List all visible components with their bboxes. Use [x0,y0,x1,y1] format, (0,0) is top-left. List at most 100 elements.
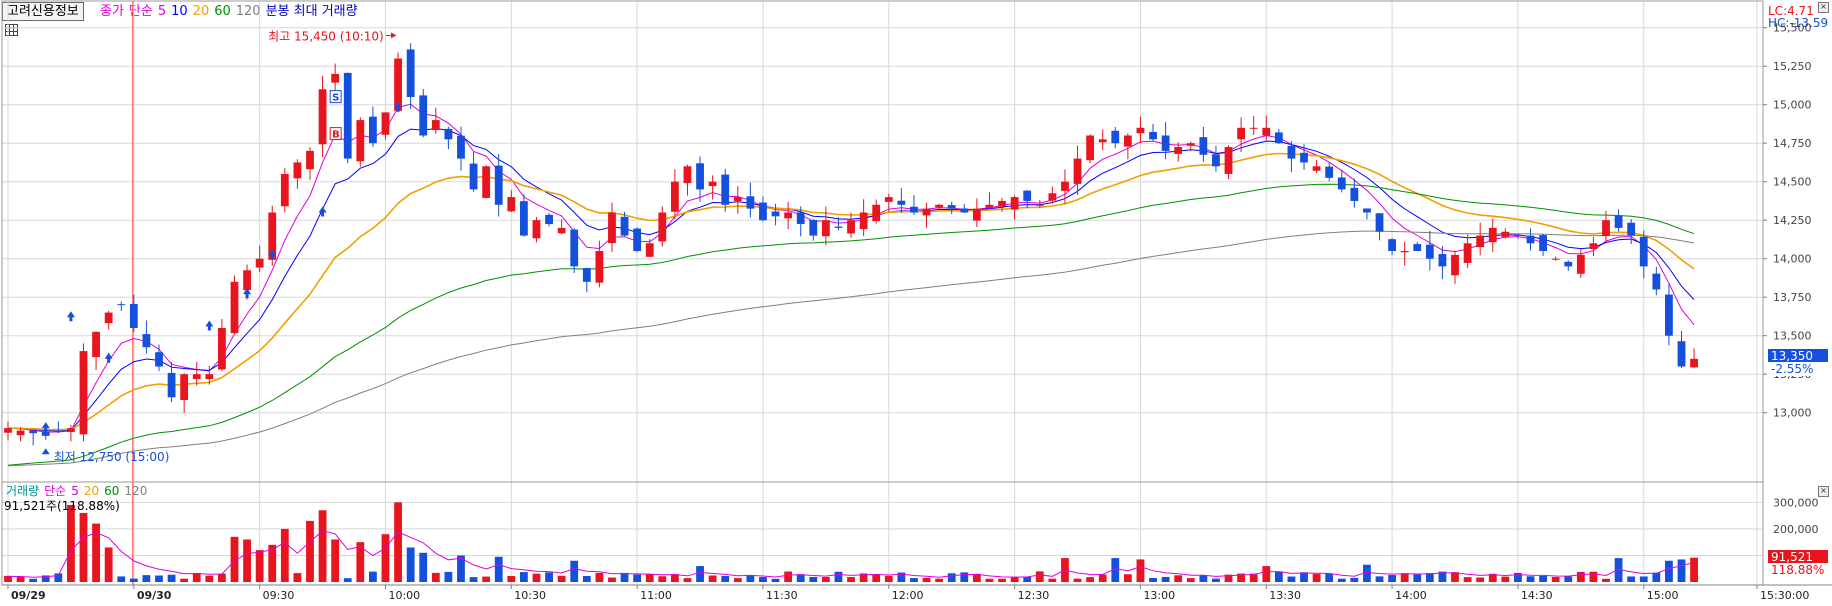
volume-tick-label: 300,000 [1773,496,1819,509]
volume-legend-item-1[interactable]: 단순 [44,484,67,498]
volume-bar [92,523,100,582]
volume-bar [1161,576,1170,582]
candle [910,195,918,215]
volume-bar [771,578,780,582]
candle [847,212,855,238]
volume-bar [947,573,956,582]
candle [696,156,704,202]
volume-bar [872,574,881,582]
volume-bar [696,566,704,582]
volume-bar [1149,577,1157,582]
volume-bar [557,575,566,582]
grid-lines [2,1,1763,585]
volume-bar [519,572,528,582]
legend-item-0[interactable]: 종가 [100,4,124,19]
volume-bar [935,578,944,582]
volume-bar [406,547,415,582]
volume-bar [356,542,365,582]
legend-item-3[interactable]: 10 [171,4,188,19]
volume-legend-item-3[interactable]: 20 [83,484,100,498]
candle [1551,256,1560,261]
volume-bar [230,536,239,582]
x-tick-label: 14:00 [1395,589,1427,602]
volume-bar [1073,578,1082,582]
candle [1086,134,1095,164]
volume-bar [54,573,63,582]
candle [280,167,289,213]
x-tick-label: 15:00 [1647,589,1679,602]
stock-name-box[interactable]: 고려신용정보 [2,2,84,21]
volume-bar [847,577,855,582]
candle [935,203,944,210]
volume-legend-item-5[interactable]: 120 [124,484,148,498]
legend-item-2[interactable]: 5 [157,4,167,19]
candle [293,159,302,189]
panel-close-button[interactable]: × [1818,2,1829,13]
volume-bar [205,575,214,582]
volume-bar [1010,577,1019,582]
candle [117,301,126,311]
volume-bar [784,571,793,582]
legend-item-6[interactable]: 120 [235,4,261,19]
candle [1337,169,1346,193]
volume-bar [4,575,12,582]
candle [457,126,465,171]
candle [419,88,428,138]
volume-bar [834,571,843,582]
volume-bar [381,534,390,582]
volume-tick-label: 200,000 [1773,523,1819,536]
candle [205,365,214,385]
volume-bar [1602,578,1610,582]
volume-bar [1501,576,1510,582]
volume-legend-item-0[interactable]: 거래량 [6,484,40,498]
candle [1136,116,1145,144]
y-tick-label: 14,250 [1773,214,1812,227]
x-tick-label: 11:30 [766,589,798,602]
volume-bar [79,512,88,582]
volume-bar [1300,572,1308,582]
ma-line-20 [7,152,1695,431]
volume-bar [897,572,906,582]
candle [1262,115,1271,141]
volume-bar [1287,576,1296,582]
candle [1476,222,1485,256]
candle [595,240,604,288]
ma-line-10 [7,127,1695,432]
table-view-icon[interactable] [5,24,18,36]
candle [784,202,793,230]
candle [1312,159,1321,173]
volume-bar [1350,577,1359,582]
volume-bar [759,577,767,582]
x-tick-label: 13:30 [1269,589,1301,602]
volume-bar [343,578,352,582]
candle [532,217,541,243]
legend-item-7[interactable]: 분봉 최대 거래량 [265,4,358,19]
candle [658,206,667,247]
volume-bar [1589,571,1598,582]
volume-legend-item-2[interactable]: 5 [71,484,79,498]
candle [645,239,654,258]
legend-item-4[interactable]: 20 [192,4,210,19]
volume-legend-item-4[interactable]: 60 [104,484,120,498]
legend-item-1[interactable]: 단순 [128,4,153,19]
volume-bar [545,572,553,582]
volume-bar [998,578,1006,582]
volume-bar [1212,578,1220,582]
legend-item-5[interactable]: 60 [214,4,231,19]
volume-bar [985,578,994,582]
volume-bar [67,504,75,582]
candle [1363,208,1371,220]
volume-bar [243,539,251,582]
volume-bar [1035,571,1044,582]
candle [985,192,994,210]
volume-panel-close-button[interactable]: × [1818,486,1829,497]
candle [167,362,176,403]
volume-bars [4,502,1698,582]
volume-current-value: 91,521주(118.88%) [4,499,120,513]
candle [1023,190,1032,209]
volume-bar [1375,576,1384,582]
volume-bar [972,573,981,582]
volume-bar [633,574,642,582]
